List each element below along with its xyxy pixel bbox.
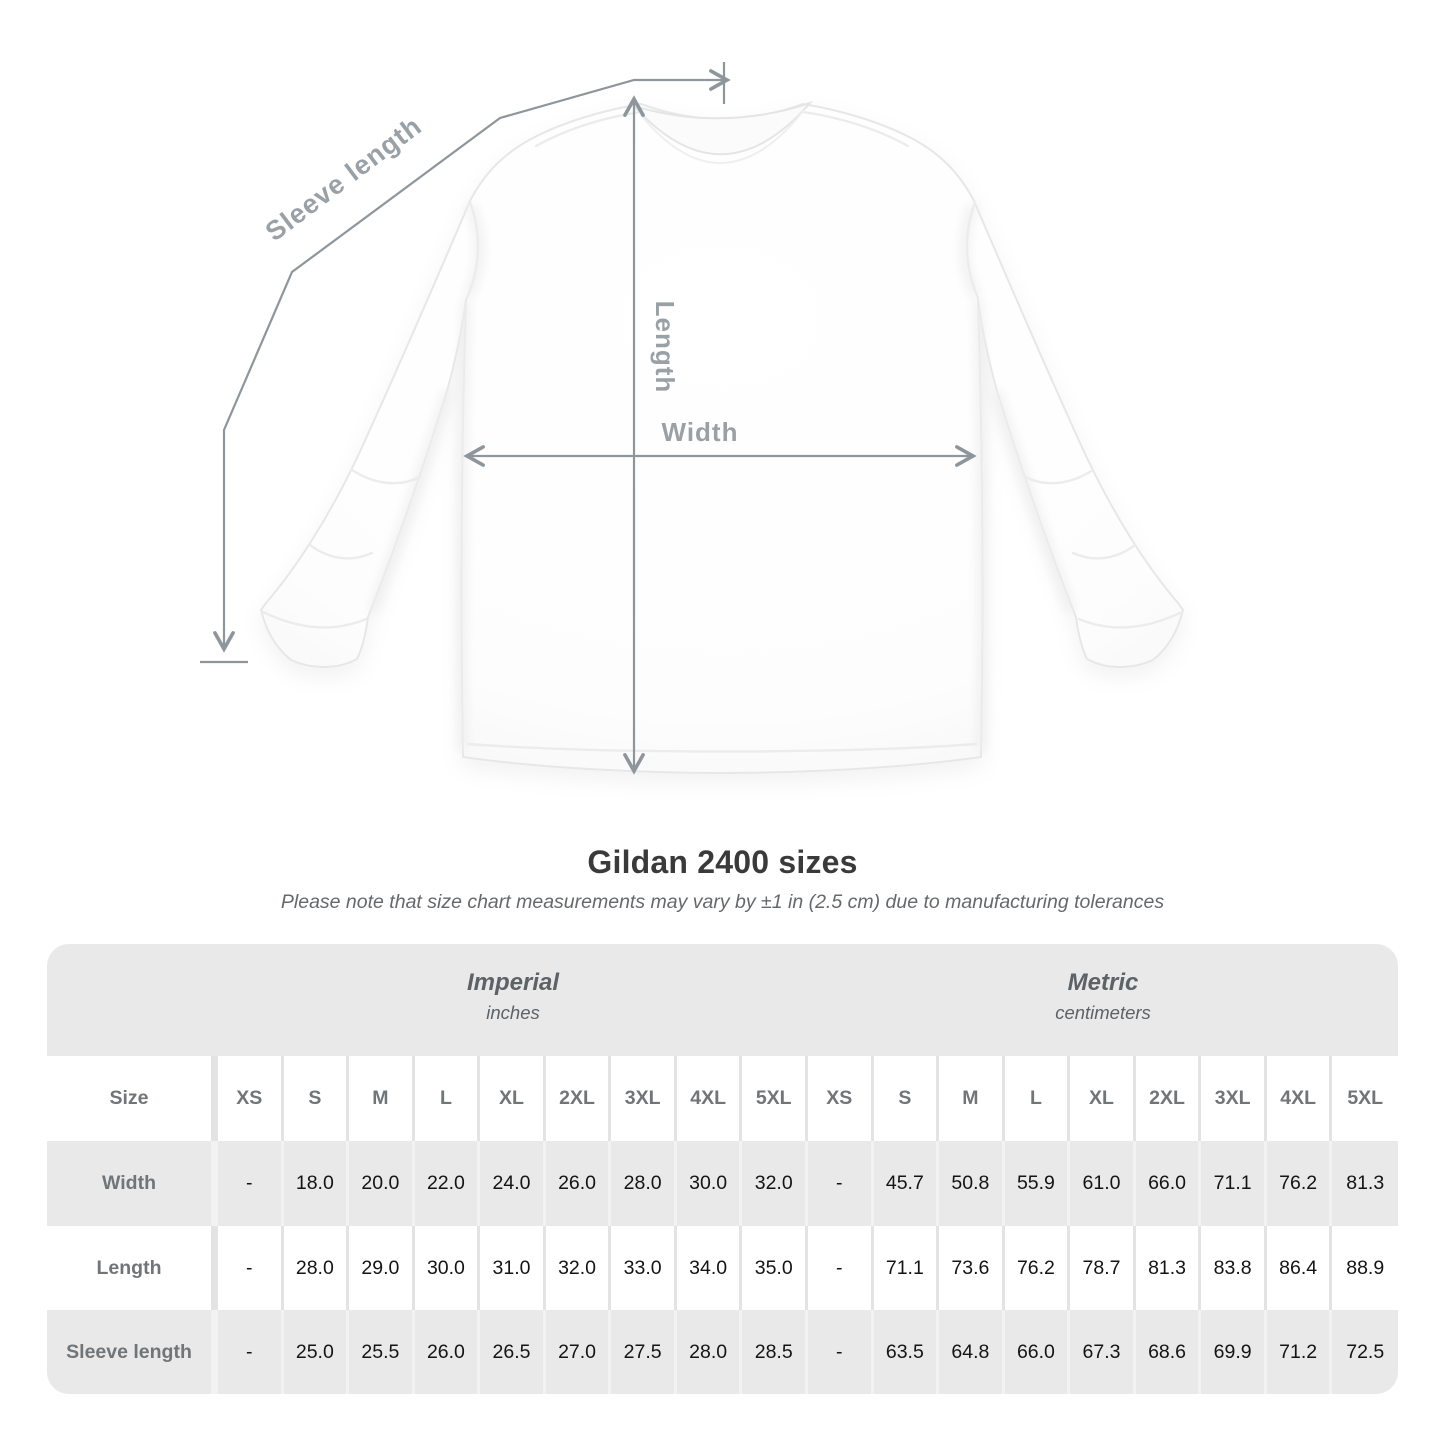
value-imperial-row0-col6: 28.0 [611, 1141, 677, 1226]
size-header-imperial-l: L [414, 1056, 481, 1141]
measurement-lines [200, 62, 977, 775]
value-imperial-row2-col0: - [218, 1310, 284, 1394]
value-metric-row0-col3: 55.9 [1005, 1141, 1071, 1226]
value-imperial-row0-col3: 22.0 [415, 1141, 481, 1226]
value-metric-row2-col4: 67.3 [1070, 1310, 1136, 1394]
width-label: Width [662, 417, 739, 447]
value-imperial-row1-col3: 30.0 [414, 1226, 481, 1310]
tolerance-note: Please note that size chart measurements… [280, 891, 1165, 913]
size-header-imperial-xs: XS [218, 1056, 284, 1141]
value-imperial-row0-col4: 24.0 [480, 1141, 546, 1226]
units-unit: inches [486, 1001, 540, 1023]
value-metric-row1-col6: 83.8 [1201, 1226, 1267, 1310]
value-metric-row0-col8: 81.3 [1346, 1172, 1385, 1194]
value-metric-row2-col8: 72.5 [1346, 1340, 1385, 1363]
units-name: Metric [1067, 968, 1139, 996]
value-imperial-row2-col2: 25.5 [349, 1310, 415, 1394]
value-metric-row1-col0: - [808, 1226, 874, 1310]
value-metric-row0-col4: 61.0 [1070, 1141, 1136, 1226]
size-header-imperial-s: S [283, 1056, 350, 1141]
value-metric-row2-col3: 66.0 [1005, 1310, 1071, 1394]
value-imperial-row0-col5: 26.0 [546, 1141, 612, 1226]
units-header-metric: Metric centimeters [808, 944, 1398, 1056]
value-metric-row0-col5: 66.0 [1136, 1141, 1202, 1226]
size-header-metric-4xl: 4XL [1266, 1056, 1333, 1141]
value-imperial-row2-col3: 26.0 [415, 1310, 481, 1394]
units-unit: centimeters [1055, 1001, 1151, 1023]
units-spacer [47, 944, 218, 1056]
value-metric-row1-col7: 86.4 [1266, 1226, 1333, 1310]
size-header-imperial-4xl: 4XL [676, 1056, 743, 1141]
value-imperial-row2-col8: 28.5 [742, 1310, 808, 1394]
value-imperial-row0-col8: 32.0 [742, 1141, 808, 1226]
value-metric-row0-col2: 50.8 [939, 1141, 1005, 1226]
size-table: Imperial inches Metric centimeters Size XS S M L… [47, 944, 1398, 1394]
size-header-metric-m: M [939, 1056, 1005, 1141]
value-metric-row2-col2: 64.8 [939, 1310, 1005, 1394]
value-metric-row1-col3: 76.2 [1004, 1226, 1071, 1310]
size-header-metric-s: S [873, 1056, 940, 1141]
value-metric-row1-col8: 88.9 [1332, 1226, 1398, 1310]
size-header-imperial-m: M [349, 1056, 415, 1141]
size-header-metric-2xl: 2XL [1135, 1056, 1202, 1141]
units-name: Imperial [466, 968, 560, 996]
value-imperial-row2-col7: 28.0 [677, 1310, 743, 1394]
value-metric-row0-col6: 71.1 [1201, 1141, 1267, 1226]
value-imperial-row1-col4: 31.0 [480, 1226, 546, 1310]
value-imperial-row0-col1: 18.0 [284, 1141, 350, 1226]
sleeve-length-label: Sleeve length [260, 111, 427, 248]
size-header-metric-5xl: 5XL [1332, 1056, 1398, 1141]
value-metric-row0-col0: - [808, 1141, 874, 1226]
units-header-imperial: Imperial inches [218, 944, 808, 1056]
value-imperial-row2-col5: 27.0 [546, 1310, 612, 1394]
size-column-header: Size [47, 1056, 218, 1141]
value-metric-row1-col1: 71.1 [873, 1226, 940, 1310]
value-imperial-row2-col1: 25.0 [284, 1310, 350, 1394]
length-label: Length [650, 301, 680, 394]
value-imperial-row0-col0: - [218, 1141, 284, 1226]
value-imperial-row1-col1: 28.0 [283, 1226, 350, 1310]
page-title: Gildan 2400 sizes [587, 844, 858, 880]
value-metric-row1-col2: 73.6 [939, 1226, 1005, 1310]
value-imperial-row1-col5: 32.0 [545, 1226, 612, 1310]
size-header-imperial-xl: XL [480, 1056, 546, 1141]
value-metric-row0-col7: 76.2 [1267, 1141, 1333, 1226]
value-metric-row2-col5: 68.6 [1136, 1310, 1202, 1394]
size-header-metric-xs: XS [808, 1056, 874, 1141]
value-metric-row1-col4: 78.7 [1070, 1226, 1136, 1310]
sleeve-length-arrow [213, 69, 731, 653]
shirt-measurement-diagram: Sleeve length Length Width [200, 62, 1184, 775]
value-imperial-row0-col2: 20.0 [349, 1141, 415, 1226]
measurement-row-label: Length [47, 1226, 218, 1310]
value-metric-row0-col1: 45.7 [874, 1141, 940, 1226]
value-imperial-row2-col6: 27.5 [611, 1310, 677, 1394]
value-imperial-row1-col8: 35.0 [742, 1226, 808, 1310]
value-imperial-row1-col0: - [218, 1226, 284, 1310]
size-header-imperial-2xl: 2XL [545, 1056, 612, 1141]
size-header-metric-xl: XL [1070, 1056, 1136, 1141]
value-metric-row2-col0: - [808, 1310, 874, 1394]
value-metric-row2-col1: 63.5 [874, 1310, 940, 1394]
value-imperial-row0-col7: 30.0 [677, 1141, 743, 1226]
value-metric-row1-col5: 81.3 [1135, 1226, 1202, 1310]
size-header-metric-l: L [1004, 1056, 1071, 1141]
value-metric-row2-col6: 69.9 [1201, 1310, 1267, 1394]
size-header-imperial-3xl: 3XL [611, 1056, 677, 1141]
size-header-imperial-5xl: 5XL [742, 1056, 808, 1141]
value-imperial-row1-col6: 33.0 [611, 1226, 677, 1310]
measurement-row-label: Sleeve length [47, 1310, 218, 1394]
value-imperial-row2-col4: 26.5 [480, 1310, 546, 1394]
value-metric-row2-col7: 71.2 [1267, 1310, 1333, 1394]
measurement-row-label: Width [47, 1141, 218, 1226]
value-imperial-row1-col7: 34.0 [676, 1226, 743, 1310]
size-header-metric-3xl: 3XL [1201, 1056, 1267, 1141]
value-imperial-row1-col2: 29.0 [349, 1226, 415, 1310]
